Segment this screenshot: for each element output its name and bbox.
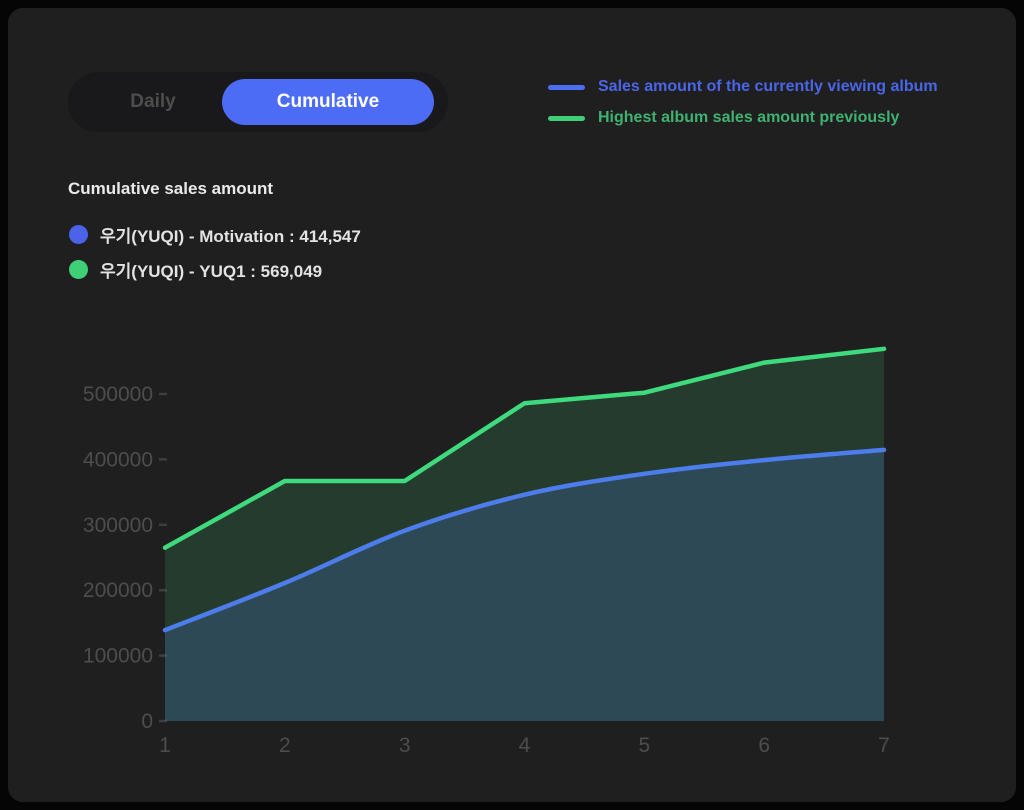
svg-text:0: 0 <box>141 710 153 733</box>
blue-line-swatch-icon <box>548 84 585 90</box>
cumulative-sales-area-chart: 0 100000 200000 300000 400000 500000 1 2 3 4 5 6 7 <box>83 346 890 757</box>
chart-title: Cumulative sales amount <box>68 179 274 198</box>
green-series-dot-icon <box>69 260 88 279</box>
blue-series-dot-icon <box>69 225 88 244</box>
legend-label-current-album: Sales amount of the currently viewing al… <box>598 78 938 95</box>
legend-label-highest-album: Highest album sales amount previously <box>598 109 900 126</box>
green-line-swatch-icon <box>548 115 585 121</box>
series-summary-motivation: 우기(YUQI) - Motivation : 414,547 <box>69 222 361 247</box>
series-summary-label: 우기(YUQI) - Motivation : 414,547 <box>100 227 361 246</box>
sales-chart-panel: Daily Cumulative Sales amount of the cur… <box>8 8 1016 802</box>
svg-text:6: 6 <box>758 734 770 757</box>
svg-text:100000: 100000 <box>83 645 153 668</box>
legend-item-current-album: Sales amount of the currently viewing al… <box>548 76 968 98</box>
series-summary-label: 우기(YUQI) - YUQ1 : 569,049 <box>100 262 323 281</box>
legend-item-highest-album: Highest album sales amount previously <box>548 107 968 129</box>
svg-text:300000: 300000 <box>83 514 153 537</box>
daily-tab[interactable]: Daily <box>68 72 238 132</box>
svg-text:400000: 400000 <box>83 448 153 471</box>
svg-text:1: 1 <box>159 734 171 757</box>
svg-text:3: 3 <box>399 734 411 757</box>
svg-text:4: 4 <box>519 734 531 757</box>
svg-text:2: 2 <box>279 734 291 757</box>
chart-legend: Sales amount of the currently viewing al… <box>548 76 968 138</box>
series-summary-yuq1: 우기(YUQI) - YUQ1 : 569,049 <box>69 257 322 282</box>
svg-text:200000: 200000 <box>83 579 153 602</box>
svg-text:7: 7 <box>878 734 890 757</box>
svg-text:5: 5 <box>638 734 650 757</box>
cumulative-tab[interactable]: Cumulative <box>222 79 434 125</box>
svg-text:500000: 500000 <box>83 383 153 406</box>
view-mode-toggle: Daily Cumulative <box>68 72 448 132</box>
